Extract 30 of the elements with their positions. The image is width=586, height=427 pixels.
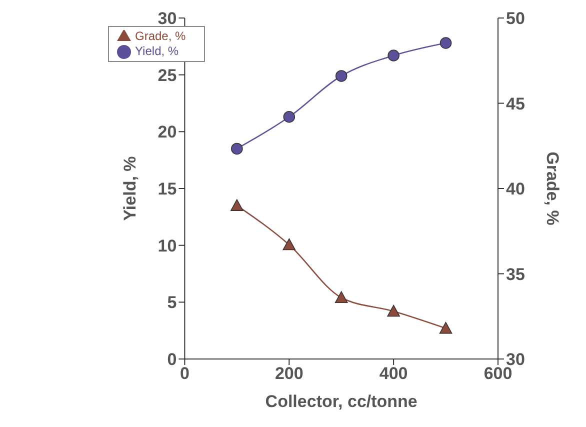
y-tick-label: 20 xyxy=(158,122,177,142)
point xyxy=(231,142,243,155)
point xyxy=(334,291,348,304)
x-axis-title: Collector, cc/tonne xyxy=(265,392,418,411)
point xyxy=(282,238,296,250)
x-tick-label: 400 xyxy=(379,364,408,384)
y2-axis-title: Grade, % xyxy=(542,152,562,226)
legend-label: Yield, % xyxy=(135,44,179,58)
y-tick-label: 10 xyxy=(158,236,177,256)
point xyxy=(388,50,400,62)
point xyxy=(387,304,400,317)
y2-tick-label: 50 xyxy=(506,9,525,28)
y-tick-label: 15 xyxy=(158,180,177,199)
y-tick-label: 5 xyxy=(167,293,177,312)
point xyxy=(335,70,348,82)
point xyxy=(230,199,244,211)
y2-tick-label: 35 xyxy=(506,264,525,284)
legend-label: Grade, % xyxy=(135,29,186,43)
y2-tick-label: 40 xyxy=(506,180,525,199)
y2-tick-label: 45 xyxy=(506,94,525,114)
x-tick-label: 600 xyxy=(484,364,512,384)
x-tick-label: 200 xyxy=(274,364,304,384)
point xyxy=(283,110,296,123)
point xyxy=(439,322,452,334)
y-tick-label: 0 xyxy=(167,350,177,370)
y-tick-label: 30 xyxy=(158,9,177,28)
y-axis-title: Yield, % xyxy=(120,156,140,221)
y-tick-label: 25 xyxy=(158,66,177,85)
x-tick-label: 0 xyxy=(180,364,190,384)
point xyxy=(440,37,452,49)
